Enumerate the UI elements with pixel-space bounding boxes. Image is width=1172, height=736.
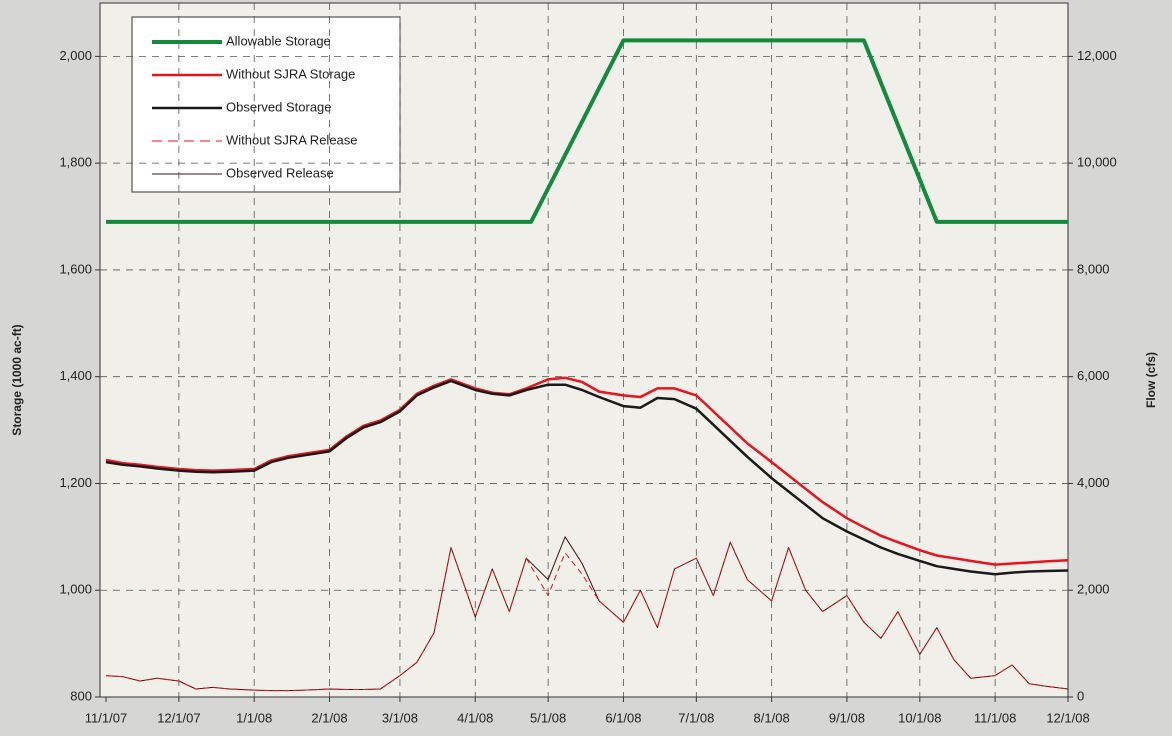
x-tick-label: 11/1/08 <box>974 710 1016 725</box>
series-line <box>105 541 1069 692</box>
y-tick-label: 2,000 <box>59 48 92 63</box>
legend-label: Observed Release <box>226 165 334 180</box>
y-tick-label: 1,400 <box>59 368 92 383</box>
legend-label: Observed Storage <box>226 99 332 114</box>
x-tick-label: 6/1/08 <box>605 710 641 725</box>
x-tick-label: 4/1/08 <box>457 710 493 725</box>
y-tick-label: 800 <box>70 688 92 703</box>
y2-tick-label: 4,000 <box>1077 475 1110 490</box>
y-tick-label: 1,800 <box>59 155 92 170</box>
x-tick-label: 3/1/08 <box>382 710 418 725</box>
x-tick-label: 8/1/08 <box>754 710 790 725</box>
y2-tick-label: 0 <box>1077 688 1084 703</box>
x-tick-label: 1/1/08 <box>236 710 272 725</box>
legend-label: Allowable Storage <box>226 33 331 48</box>
y2-tick-label: 2,000 <box>1077 582 1110 597</box>
y-tick-label: 1,600 <box>59 261 92 276</box>
y2-axis-label: Flow (cfs) <box>1144 352 1158 408</box>
x-tick-label: 11/1/07 <box>85 710 127 725</box>
x-tick-label: 2/1/08 <box>311 710 347 725</box>
x-tick-label: 5/1/08 <box>530 710 566 725</box>
x-tick-label: 9/1/08 <box>829 710 865 725</box>
x-tick-label: 12/1/07 <box>157 710 200 725</box>
y2-tick-label: 6,000 <box>1077 368 1110 383</box>
series-line <box>105 376 1069 566</box>
y-axis-label: Storage (1000 ac-ft) <box>10 324 24 435</box>
y2-tick-label: 12,000 <box>1077 48 1117 63</box>
x-tick-label: 12/1/08 <box>1046 710 1089 725</box>
y2-tick-label: 10,000 <box>1077 155 1117 170</box>
y-tick-label: 1,200 <box>59 475 92 490</box>
x-tick-label: 10/1/08 <box>898 710 941 725</box>
legend-label: Without SJRA Release <box>226 132 358 147</box>
series-line <box>106 38 1068 224</box>
legend <box>131 16 401 193</box>
y-tick-label: 1,000 <box>59 582 92 597</box>
legend-label: Without SJRA Storage <box>226 66 355 81</box>
series-line <box>105 379 1069 576</box>
y2-tick-label: 8,000 <box>1077 261 1110 276</box>
x-tick-label: 7/1/08 <box>678 710 714 725</box>
